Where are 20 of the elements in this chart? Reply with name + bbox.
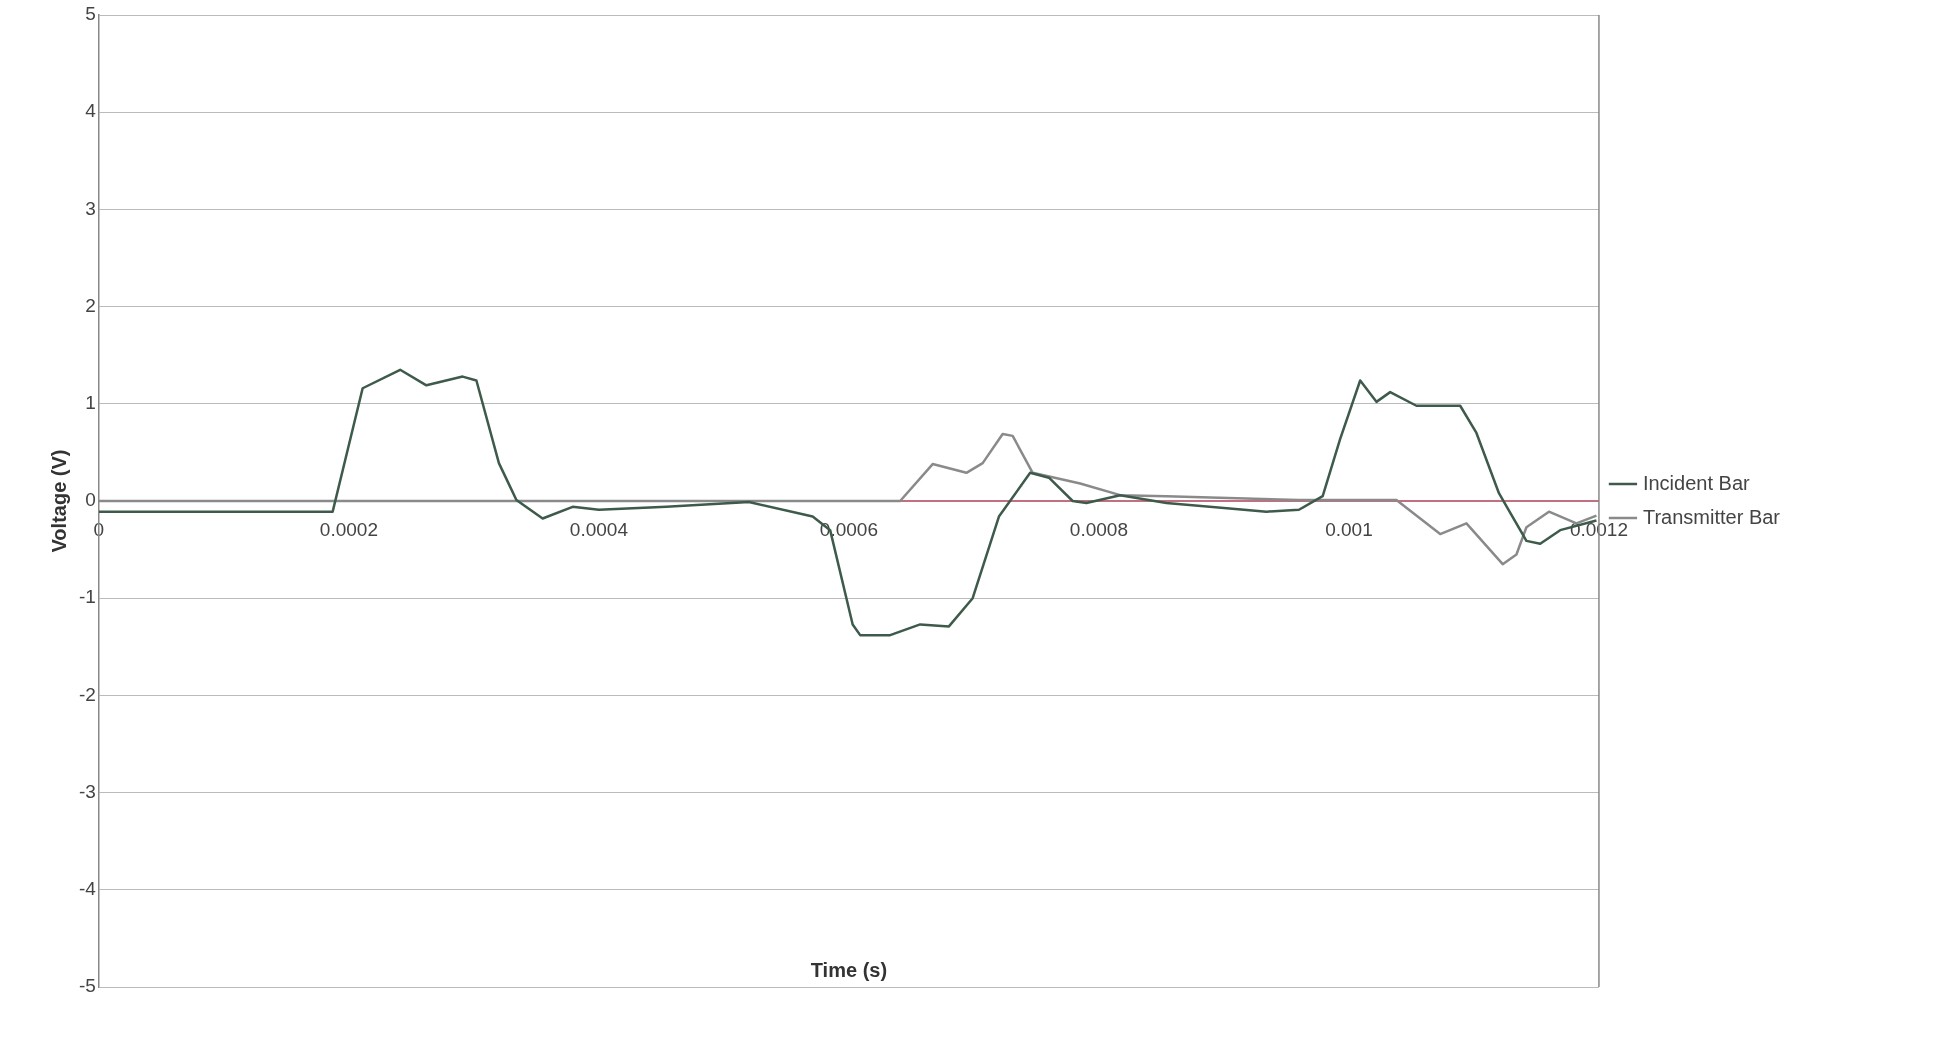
x-tick-label: 0.001 [1325, 518, 1373, 540]
y-tick-label: -1 [78, 586, 96, 608]
x-tick-label: 0.0012 [1569, 518, 1628, 540]
y-tick-label: -2 [78, 683, 96, 705]
legend-label: Transmitter Bar [1642, 505, 1781, 528]
y-axis-title: Voltage (V) [47, 449, 70, 553]
y-tick-label: -5 [78, 975, 96, 997]
y-tick-label: 3 [85, 197, 96, 219]
x-tick-label: 0.0004 [569, 518, 629, 540]
y-tick-label: 2 [85, 294, 96, 316]
y-tick-label: 4 [85, 100, 97, 122]
y-tick-label: 1 [85, 392, 96, 414]
x-axis-title: Time (s) [810, 958, 888, 981]
x-tick-label: 0.0008 [1069, 518, 1128, 540]
y-tick-label: -4 [78, 878, 97, 900]
y-tick-label: 0 [85, 489, 96, 511]
y-tick-label: -3 [78, 780, 96, 802]
legend-label: Incident Bar [1642, 471, 1751, 494]
x-tick-label: 0.0002 [319, 518, 378, 540]
y-tick-label: 5 [85, 3, 96, 25]
